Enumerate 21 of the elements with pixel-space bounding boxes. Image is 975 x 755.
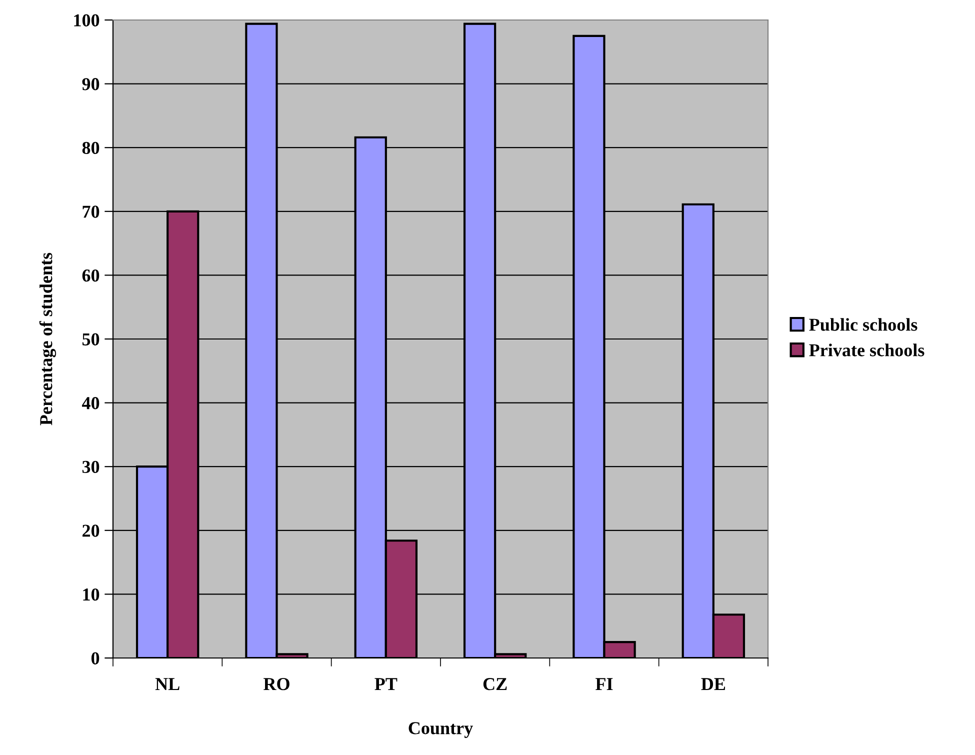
y-tick-label: 30 bbox=[82, 460, 100, 474]
x-axis-title: Country bbox=[408, 722, 473, 738]
y-tick-label: 70 bbox=[82, 206, 100, 218]
x-tick-label: RO bbox=[264, 678, 290, 690]
y-tick-label: 10 bbox=[83, 588, 100, 601]
legend-label: Public schools bbox=[809, 318, 918, 331]
y-tick-label: 50 bbox=[82, 333, 100, 346]
legend-label: Private schools bbox=[809, 344, 924, 356]
x-tick-label: DE bbox=[701, 678, 726, 690]
x-tick-label: NL bbox=[155, 678, 180, 690]
y-tick-label: 60 bbox=[82, 269, 100, 282]
y-tick-label: 90 bbox=[82, 78, 100, 90]
y-tick-label: 80 bbox=[82, 142, 100, 154]
x-tick-label: PT bbox=[374, 678, 398, 690]
y-axis-title: Percentage of students bbox=[39, 252, 56, 426]
y-tick-label: 40 bbox=[82, 397, 100, 410]
x-tick-label: FI bbox=[596, 678, 613, 690]
y-tick-label: 0 bbox=[91, 652, 100, 664]
y-tick-label: 100 bbox=[74, 14, 100, 26]
y-tick-label: 20 bbox=[82, 524, 100, 537]
x-tick-label: CZ bbox=[483, 678, 507, 690]
